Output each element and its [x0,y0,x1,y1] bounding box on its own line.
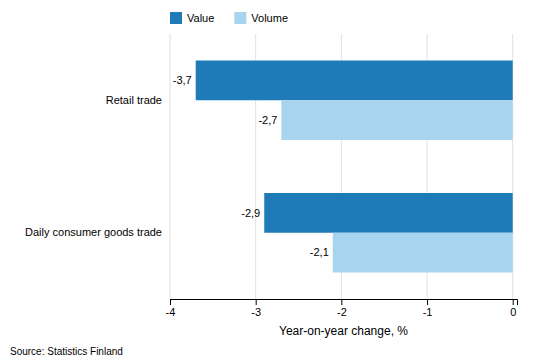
x-tick-mark [427,299,428,305]
legend-item: Volume [234,12,288,24]
plot: -2,9 -3,7 -2,1 -2,7 -4 -3 -2 -1 0 Retail trade Dai… [25,34,517,318]
data-label: -3,7 [173,74,192,86]
x-tick-label: -4 [166,306,176,318]
y-axis: Retail trade Daily consumer goods trade [25,94,162,239]
y-tick-label: Daily consumer goods trade [25,226,162,238]
data-label: -2,1 [310,246,329,258]
legend-item: Value [170,12,214,24]
chart: -2,9 -3,7 -2,1 -2,7 -4 -3 -2 -1 0 Retail trade Dai… [0,0,539,363]
legend-swatch [234,12,246,24]
data-labels: -2,9 -3,7 -2,1 -2,7 [173,74,329,258]
x-tick-label: -3 [251,306,261,318]
x-axis: -4 -3 -2 -1 0 [166,299,518,318]
legend-label: Volume [251,12,288,24]
bar [196,61,513,101]
x-tick-mark [513,299,514,305]
x-tick: -2 [337,299,347,318]
x-tick-label: -1 [423,306,433,318]
legend-swatch [170,12,182,24]
data-label: -2,9 [241,207,260,219]
bar [333,233,513,273]
y-tick: Daily consumer goods trade [25,226,162,238]
x-tick: -4 [166,299,176,318]
y-tick-label: Retail trade [106,94,162,106]
x-tick-label: -2 [337,306,347,318]
x-tick-mark [256,299,257,305]
legend-label: Value [187,12,214,24]
legend: Value Volume [170,12,288,24]
x-tick-mark [170,299,171,305]
grid-line [170,34,171,299]
x-axis-title: Year-on-year change, % [279,324,408,338]
data-label: -2,7 [258,114,277,126]
x-tick-label: 0 [510,306,516,318]
bars [196,61,513,273]
x-tick: 0 [510,299,516,318]
x-tick: -3 [251,299,261,318]
source-text: Source: Statistics Finland [10,346,123,357]
x-tick-mark [341,299,342,305]
y-tick: Retail trade [106,94,162,106]
bar [264,193,512,233]
grid [170,34,513,299]
x-axis-line [171,300,518,306]
bar [281,100,512,140]
x-tick: -1 [423,299,433,318]
